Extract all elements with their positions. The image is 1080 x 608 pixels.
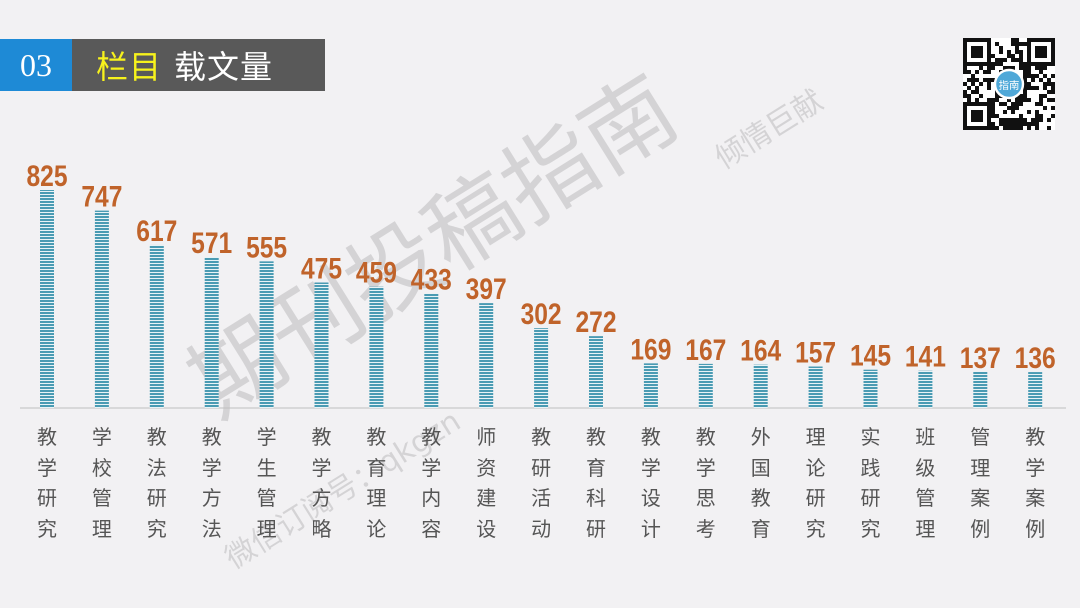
- bar: [973, 371, 988, 408]
- data-label: 141: [905, 339, 946, 373]
- data-label: 157: [795, 335, 836, 369]
- bar: [698, 363, 713, 408]
- data-label: 302: [521, 297, 562, 331]
- category-label: 教学案例: [1025, 425, 1046, 541]
- data-label: 145: [850, 338, 891, 372]
- title-rest: 载文量: [174, 48, 274, 86]
- category-label: 教学思考: [695, 425, 716, 541]
- data-label: 397: [466, 272, 507, 306]
- bar: [369, 286, 384, 408]
- bar: [534, 328, 549, 408]
- bar: [589, 336, 603, 408]
- bar: [1028, 372, 1043, 408]
- data-label: 137: [960, 340, 1001, 374]
- title-highlight: 栏目: [96, 48, 163, 86]
- category-label: 教研活动: [531, 425, 552, 541]
- category-label: 教法研究: [146, 425, 167, 541]
- category-label: 外国教育: [750, 425, 771, 541]
- category-label: 教学内容: [421, 425, 442, 541]
- category-label: 教育理论: [366, 425, 387, 541]
- bar: [808, 366, 823, 408]
- data-label: 475: [301, 251, 342, 285]
- category-label: 实践研究: [860, 425, 881, 541]
- bar: [204, 257, 219, 408]
- section-number: 03: [0, 39, 72, 91]
- category-label: 教学设计: [640, 425, 661, 541]
- category-label: 教学方法: [201, 425, 222, 541]
- category-label: 教育科研: [586, 425, 606, 541]
- data-label: 617: [136, 214, 177, 248]
- bar: [863, 369, 878, 408]
- category-label: 教学研究: [37, 425, 57, 541]
- category-label: 师资建设: [476, 425, 497, 541]
- category-label: 学生管理: [256, 425, 277, 541]
- bar: [94, 210, 109, 408]
- bar: [753, 364, 768, 408]
- bar: [149, 244, 164, 408]
- data-label: 825: [26, 159, 67, 193]
- data-label: 555: [246, 230, 287, 264]
- category-label: 班级管理: [915, 425, 936, 541]
- data-label: 164: [740, 333, 782, 367]
- data-label: 272: [575, 305, 616, 339]
- category-label: 教学方略: [311, 425, 332, 541]
- bar: [479, 303, 494, 408]
- data-label: 459: [356, 255, 397, 289]
- qr-center-label: 指南: [999, 79, 1020, 92]
- bar: [259, 261, 274, 408]
- section-title: 栏目 载文量: [72, 39, 325, 91]
- bar: [40, 190, 54, 408]
- bar: [918, 370, 933, 408]
- category-label: 学校管理: [91, 425, 112, 541]
- category-label: 理论研究: [805, 425, 826, 541]
- qr-code: 指南: [963, 38, 1055, 130]
- category-label: 管理案例: [970, 425, 991, 541]
- data-label: 747: [81, 179, 122, 213]
- data-label: 167: [685, 333, 726, 367]
- data-label: 169: [630, 332, 671, 366]
- bar: [643, 363, 658, 408]
- data-label: 136: [1015, 341, 1056, 375]
- data-label: 571: [191, 226, 232, 260]
- data-label: 433: [411, 262, 452, 296]
- bar: [424, 293, 439, 408]
- bar: [314, 282, 329, 408]
